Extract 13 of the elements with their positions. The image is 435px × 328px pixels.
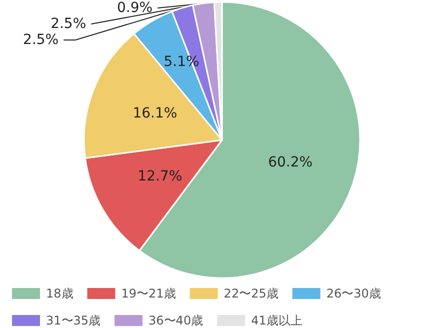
legend-label: 18歳	[46, 286, 74, 300]
legend-label: 26〜30歳	[326, 286, 381, 300]
data-label: 0.9%	[116, 0, 153, 16]
data-label: 2.5%	[23, 32, 59, 48]
data-label: 16.1%	[132, 106, 178, 122]
legend-label: 19〜21歳	[121, 286, 176, 300]
legend-label: 31〜35歳	[46, 314, 101, 328]
data-label: 12.7%	[138, 168, 182, 184]
legend-label: 41歳以上	[251, 314, 302, 328]
data-label: 60.2%	[268, 154, 313, 171]
legend-label: 22〜25歳	[224, 286, 278, 300]
legend-label: 36〜40歳	[148, 314, 204, 328]
data-label: 2.5%	[50, 16, 86, 32]
